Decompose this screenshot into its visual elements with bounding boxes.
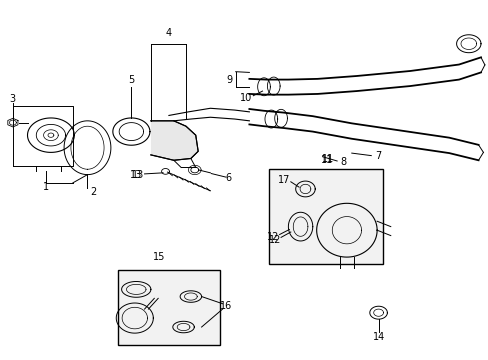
Text: 12: 12 <box>268 235 280 245</box>
Bar <box>268 169 383 264</box>
Text: 4: 4 <box>165 28 171 38</box>
Bar <box>118 270 220 345</box>
Text: 5: 5 <box>128 75 134 85</box>
Text: 9: 9 <box>226 75 232 85</box>
Text: 11: 11 <box>321 155 333 165</box>
Polygon shape <box>151 121 198 160</box>
Text: 17: 17 <box>278 175 290 185</box>
Text: 6: 6 <box>225 173 231 183</box>
Text: 13: 13 <box>132 170 144 180</box>
Text: 16: 16 <box>220 301 232 311</box>
Text: 14: 14 <box>372 332 384 342</box>
Text: 15: 15 <box>153 252 165 262</box>
Text: 8: 8 <box>339 157 346 167</box>
Text: 2: 2 <box>90 187 96 197</box>
Text: 10: 10 <box>240 93 252 103</box>
Text: 3: 3 <box>9 94 15 104</box>
Text: 1: 1 <box>43 182 49 192</box>
Text: 7: 7 <box>374 151 381 161</box>
Text: 12: 12 <box>266 232 278 242</box>
Text: 11: 11 <box>322 154 334 164</box>
Text: 13: 13 <box>130 170 142 180</box>
